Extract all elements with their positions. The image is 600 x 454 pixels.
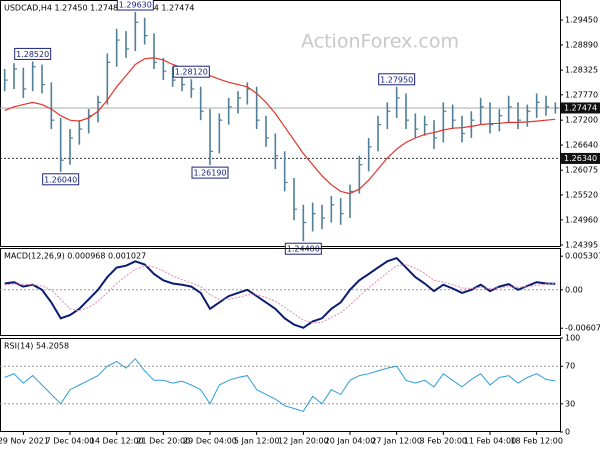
y-tick-label: 0.00 [565, 285, 583, 294]
y-tick-label: 0.005307 [565, 252, 600, 261]
y-tick-label: 30 [565, 399, 575, 408]
x-tick-label: 21 Dec 20:00 [136, 437, 190, 446]
y-tick-label: 1.29450 [565, 16, 598, 25]
y-tick-label: 1.28890 [565, 40, 598, 49]
series-line [4, 256, 556, 329]
y-tick-label: 1.27770 [565, 90, 598, 99]
panel-frame [0, 248, 561, 336]
panel-title: RSI(14) 54.2058 [4, 342, 69, 351]
price-annotation: 1.28520 [16, 50, 49, 59]
price-annotation-box [172, 65, 210, 78]
price-annotation: 1.29630 [119, 1, 152, 10]
moving-average [4, 57, 556, 195]
level-tag [561, 152, 600, 164]
last-price-label: 1.27474 [564, 103, 597, 112]
level-label: 1.26340 [564, 154, 597, 163]
last-price-tag [561, 102, 600, 114]
panel-frame [0, 0, 561, 247]
x-tick-label: 29 Nov 2021 [0, 437, 49, 446]
y-tick-label: 100 [565, 334, 580, 343]
x-tick-label: 3 Feb 20:00 [420, 437, 467, 446]
x-tick-label: 11 Feb 04:00 [464, 437, 516, 446]
x-tick-label: 20 Jan 04:00 [325, 437, 376, 446]
panel-title: USDCAD,H4 1.27450 1.27485 1.27424 1.2747… [4, 4, 194, 13]
price-annotation-box [14, 47, 52, 60]
watermark: ActionForex.com [301, 31, 459, 53]
price-annotation-box [378, 73, 416, 86]
y-tick-label: 1.26075 [565, 166, 598, 175]
y-tick-label: 70 [565, 362, 575, 371]
series-line [4, 357, 556, 412]
x-tick-label: 27 Jan 12:00 [371, 437, 422, 446]
x-tick-label: 7 Dec 04:00 [46, 437, 95, 446]
series-line [4, 263, 556, 324]
y-tick-label: 1.25520 [565, 190, 598, 199]
y-tick-label: 1.27200 [565, 116, 598, 125]
price-annotation: 1.28120 [175, 68, 208, 77]
y-tick-label: -0.006074 [565, 324, 600, 333]
y-tick-label: 1.26640 [565, 141, 598, 150]
x-tick-label: 12 Jan 20:00 [278, 437, 329, 446]
price-annotation: 1.27950 [380, 75, 413, 84]
panel-frame [0, 338, 561, 432]
x-tick-label: 18 Feb 12:00 [510, 437, 562, 446]
price-annotation-box [42, 173, 80, 186]
y-tick-label: 1.24960 [565, 215, 598, 224]
x-tick-label: 14 Dec 12:00 [90, 437, 144, 446]
y-tick-label: 1.24395 [565, 240, 598, 249]
price-annotation-box [116, 0, 154, 11]
x-tick-label: 5 Jan 12:00 [234, 437, 280, 446]
y-tick-label: 0 [565, 428, 570, 437]
price-annotation-box [191, 166, 229, 179]
panel-title: MACD(12,26,9) 0.000968 0.001027 [4, 252, 146, 261]
price-annotation: 1.26190 [193, 169, 226, 178]
price-annotation: 1.24480 [287, 245, 320, 254]
price-annotation: 1.26040 [44, 175, 77, 184]
y-tick-label: 1.28325 [565, 66, 598, 75]
x-tick-label: 29 Dec 04:00 [183, 437, 237, 446]
